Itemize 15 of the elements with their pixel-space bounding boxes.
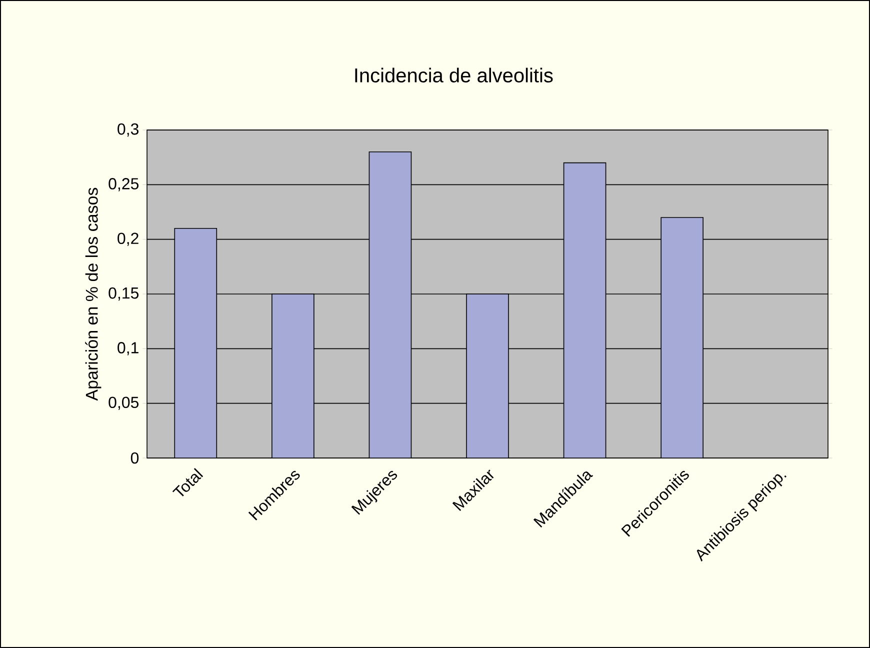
y-tick-label: 0,25 [108, 178, 139, 192]
y-tick-label: 0,3 [118, 123, 138, 137]
bar [466, 294, 509, 458]
y-tick-label: 0,2 [118, 232, 138, 246]
bar [368, 151, 412, 458]
bar [174, 228, 218, 458]
chart-title: Incidencia de alveolitis [355, 68, 553, 82]
y-axis-title: Aparición en % de los casos [85, 188, 102, 401]
y-tick-label: 0,15 [108, 287, 139, 301]
bar [660, 217, 704, 458]
y-tick-label: 0,1 [118, 342, 138, 356]
y-tick-label: 0 [130, 452, 139, 464]
bar [272, 294, 314, 458]
y-tick-label: 0,05 [108, 396, 139, 410]
bar [563, 162, 606, 458]
